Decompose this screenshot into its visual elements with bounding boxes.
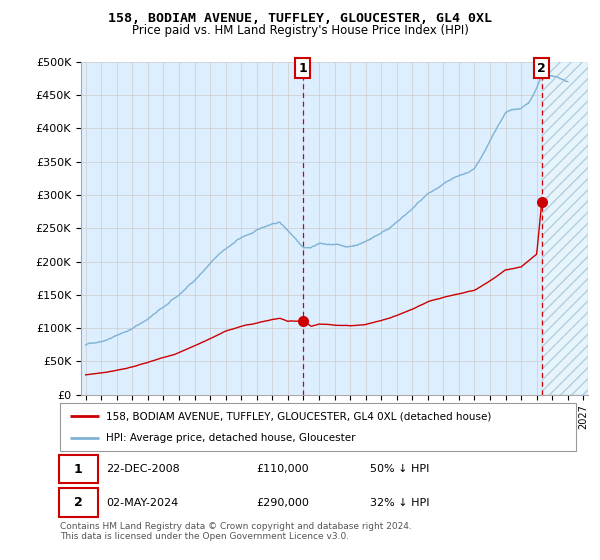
Text: 32% ↓ HPI: 32% ↓ HPI	[370, 497, 429, 507]
Text: 1: 1	[74, 463, 83, 475]
Text: 158, BODIAM AVENUE, TUFFLEY, GLOUCESTER, GL4 0XL: 158, BODIAM AVENUE, TUFFLEY, GLOUCESTER,…	[108, 12, 492, 25]
Text: HPI: Average price, detached house, Gloucester: HPI: Average price, detached house, Glou…	[106, 433, 356, 443]
Bar	[542, 62, 588, 395]
Text: Contains HM Land Registry data © Crown copyright and database right 2024.
This d: Contains HM Land Registry data © Crown c…	[60, 522, 412, 542]
FancyBboxPatch shape	[59, 455, 98, 483]
Text: 22-DEC-2008: 22-DEC-2008	[106, 464, 180, 474]
Text: Price paid vs. HM Land Registry's House Price Index (HPI): Price paid vs. HM Land Registry's House …	[131, 24, 469, 37]
Text: 2: 2	[538, 62, 546, 74]
Text: 158, BODIAM AVENUE, TUFFLEY, GLOUCESTER, GL4 0XL (detached house): 158, BODIAM AVENUE, TUFFLEY, GLOUCESTER,…	[106, 411, 492, 421]
Text: 1: 1	[299, 62, 307, 74]
Text: £290,000: £290,000	[256, 497, 309, 507]
Text: 02-MAY-2024: 02-MAY-2024	[106, 497, 179, 507]
Text: 50% ↓ HPI: 50% ↓ HPI	[370, 464, 429, 474]
Text: 2: 2	[74, 496, 83, 509]
Text: £110,000: £110,000	[256, 464, 309, 474]
FancyBboxPatch shape	[59, 488, 98, 517]
FancyBboxPatch shape	[60, 403, 576, 451]
